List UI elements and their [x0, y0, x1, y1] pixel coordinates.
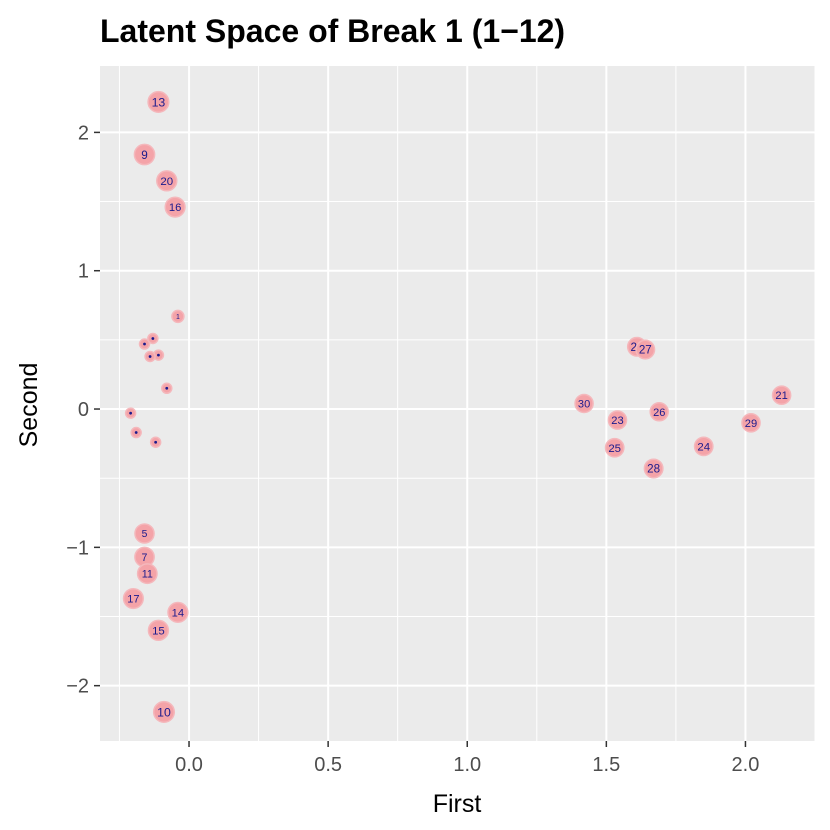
- x-axis-title: First: [433, 790, 482, 818]
- data-point: 1: [171, 309, 185, 324]
- data-point-marker: [693, 436, 714, 457]
- data-point-marker: [167, 601, 189, 623]
- data-point: 17: [122, 587, 144, 610]
- y-tick-label: −1: [66, 537, 89, 559]
- data-point: 14: [167, 601, 189, 623]
- data-point-label: 24: [697, 441, 710, 453]
- data-point: 23: [607, 410, 628, 430]
- data-point-label: 13: [152, 95, 166, 109]
- data-point-label: 5: [142, 529, 148, 540]
- data-point-marker: [147, 90, 170, 114]
- x-tick-labels: 0.0 0.5 1.0 1.5 2.0: [175, 754, 759, 776]
- data-points: 1392016157111714151022273023262528242921: [122, 90, 792, 724]
- data-point-marker: [122, 587, 144, 610]
- data-point-label: 23: [611, 415, 623, 427]
- data-point: 29: [741, 413, 761, 433]
- data-point: 13: [147, 90, 170, 114]
- data-point-dot: [148, 355, 152, 358]
- data-point: 26: [649, 402, 669, 422]
- data-point-marker: [649, 402, 669, 422]
- data-point: [161, 382, 173, 395]
- axis-ticks: [94, 131, 747, 747]
- data-point: 10: [152, 700, 176, 724]
- data-point: [149, 436, 162, 448]
- data-point: 28: [643, 458, 664, 479]
- x-tick-label: 1.0: [453, 754, 481, 776]
- data-point: [144, 350, 156, 363]
- data-point-label: 11: [142, 569, 153, 581]
- data-point: 20: [156, 170, 178, 192]
- chart-title: Latent Space of Break 1 (1−12): [100, 13, 565, 49]
- data-point-label: 27: [639, 344, 652, 357]
- major-gridlines: [100, 66, 815, 741]
- minor-gridlines: [100, 66, 816, 741]
- data-point-marker: [136, 563, 158, 585]
- data-point-marker: [635, 339, 656, 360]
- data-point-label: 28: [647, 463, 660, 476]
- data-point-dot: [154, 440, 158, 444]
- data-point-marker: [134, 523, 155, 544]
- y-tick-label: 1: [78, 261, 89, 283]
- data-point-label: 7: [142, 552, 148, 564]
- data-point: 24: [693, 436, 714, 457]
- y-tick-label: 0: [78, 399, 89, 421]
- data-point-label: 10: [157, 705, 171, 719]
- data-point-dot: [134, 431, 138, 434]
- data-point-label: 15: [152, 625, 165, 637]
- data-point-label: 17: [127, 594, 139, 606]
- data-point: 25: [604, 437, 625, 458]
- data-point-marker: [607, 410, 628, 430]
- data-point-marker: [171, 309, 185, 324]
- data-point-marker: [771, 385, 792, 406]
- x-tick-label: 1.5: [592, 754, 620, 776]
- data-point-label: 21: [775, 390, 787, 402]
- data-point: 21: [771, 385, 792, 406]
- data-point-marker: [741, 413, 761, 433]
- data-point-label: 14: [172, 607, 184, 619]
- data-point-label: 30: [578, 398, 590, 410]
- data-point-marker: [604, 437, 625, 458]
- data-point: 5: [134, 523, 155, 544]
- data-point: 30: [574, 393, 594, 414]
- data-point-marker: [164, 196, 186, 218]
- data-point: 11: [136, 563, 158, 585]
- data-point-label: 16: [169, 202, 181, 214]
- data-point: 16: [164, 196, 186, 218]
- data-point-marker: [156, 170, 178, 192]
- y-tick-labels: −2 −1 0 1 2: [66, 122, 89, 697]
- data-point-label: 29: [745, 418, 757, 430]
- data-point-dot: [151, 337, 155, 340]
- data-point-marker: [147, 619, 170, 642]
- data-point-marker: [643, 458, 664, 479]
- data-point: 15: [147, 619, 170, 642]
- plot-panel: [100, 66, 815, 741]
- x-tick-label: 0.0: [175, 754, 203, 776]
- data-point-marker: [133, 143, 156, 166]
- data-point-dot: [157, 353, 160, 357]
- y-tick-label: −2: [66, 676, 89, 698]
- y-axis-title: Second: [15, 363, 43, 448]
- y-tick-label: 2: [78, 122, 89, 144]
- data-point-dot: [129, 411, 133, 415]
- x-tick-label: 2.0: [732, 754, 760, 776]
- data-point-label: 1: [176, 314, 180, 321]
- data-point: [124, 407, 137, 419]
- data-point: [138, 338, 151, 350]
- data-point-label: 9: [141, 149, 148, 162]
- data-point: 9: [133, 143, 156, 166]
- data-point-label: 25: [608, 443, 621, 455]
- data-point: [130, 426, 142, 439]
- x-tick-label: 0.5: [314, 754, 342, 776]
- data-point-label: 26: [653, 407, 665, 419]
- data-point: 27: [635, 339, 656, 360]
- data-point-marker: [152, 700, 176, 724]
- data-point-dot: [165, 386, 169, 390]
- data-point-dot: [143, 342, 146, 346]
- data-point-label: 20: [160, 176, 173, 188]
- data-point-marker: [574, 393, 594, 414]
- data-point: [147, 332, 159, 345]
